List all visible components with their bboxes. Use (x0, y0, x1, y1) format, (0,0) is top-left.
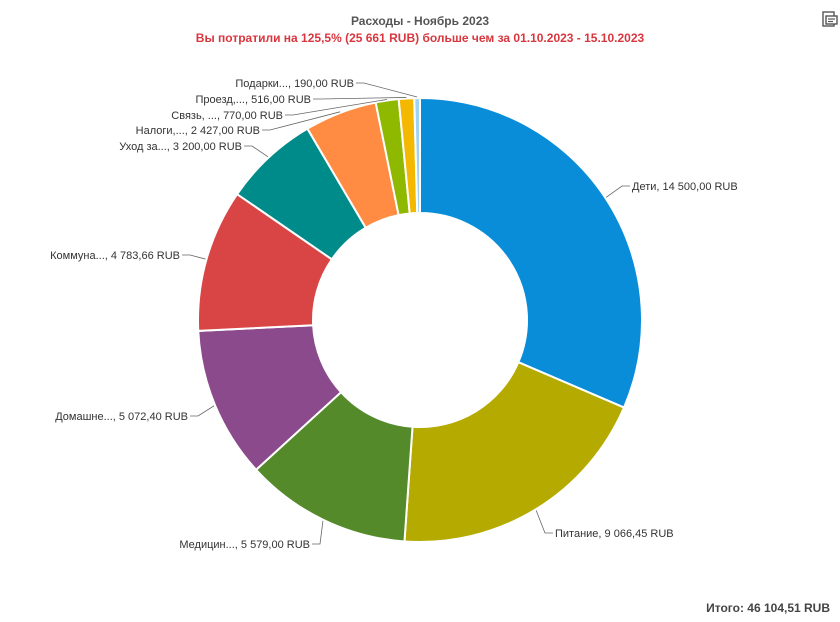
slice-label-1: Дети, 14 500,00 RUB (632, 181, 738, 193)
total-label: Итого: 46 104,51 RUB (706, 601, 830, 615)
slice-10[interactable] (413, 96, 421, 215)
leader-line-7 (262, 111, 341, 131)
chart-subtitle: Вы потратили на 125,5% (25 661 RUB) боль… (195, 31, 645, 45)
leader-line-8 (285, 99, 388, 116)
slice-2[interactable] (403, 360, 626, 543)
leader-line-5 (182, 254, 206, 260)
slice-label-5: Коммуна..., 4 783,66 RUB (50, 250, 180, 262)
slice-label-2: Питание, 9 066,45 RUB (555, 528, 674, 540)
leader-line-9 (313, 97, 407, 100)
export-icon (822, 11, 838, 27)
label-group: Дети, 14 500,00 RUB Питание, 9 066,45 RUB… (50, 78, 738, 551)
leader-line-10 (356, 82, 418, 98)
slice-label-6: Уход за..., 3 200,00 RUB (119, 141, 242, 153)
slice-label-3: Медицин..., 5 579,00 RUB (179, 539, 310, 551)
slice-label-8: Связь, ..., 770,00 RUB (171, 110, 283, 122)
slice-label-4: Домашне..., 5 072,40 RUB (55, 411, 188, 423)
slice-group (197, 96, 643, 543)
slice-label-9: Проезд,..., 516,00 RUB (196, 94, 312, 106)
leader-line-1 (605, 185, 630, 198)
leader-line-2 (535, 510, 553, 534)
chart-title: Расходы - Ноябрь 2023 (350, 14, 490, 28)
export-button[interactable] (818, 8, 840, 30)
leader-line-4 (190, 405, 215, 417)
leader-line-group (182, 82, 630, 545)
leader-line-3 (312, 520, 324, 545)
slice-label-10: Подарки..., 190,00 RUB (235, 78, 354, 90)
slice-label-7: Налоги,..., 2 427,00 RUB (136, 125, 260, 137)
donut-chart: Дети, 14 500,00 RUB Питание, 9 066,45 RUB… (50, 78, 738, 551)
leader-line-6 (244, 145, 269, 158)
slice-1[interactable] (419, 96, 643, 409)
